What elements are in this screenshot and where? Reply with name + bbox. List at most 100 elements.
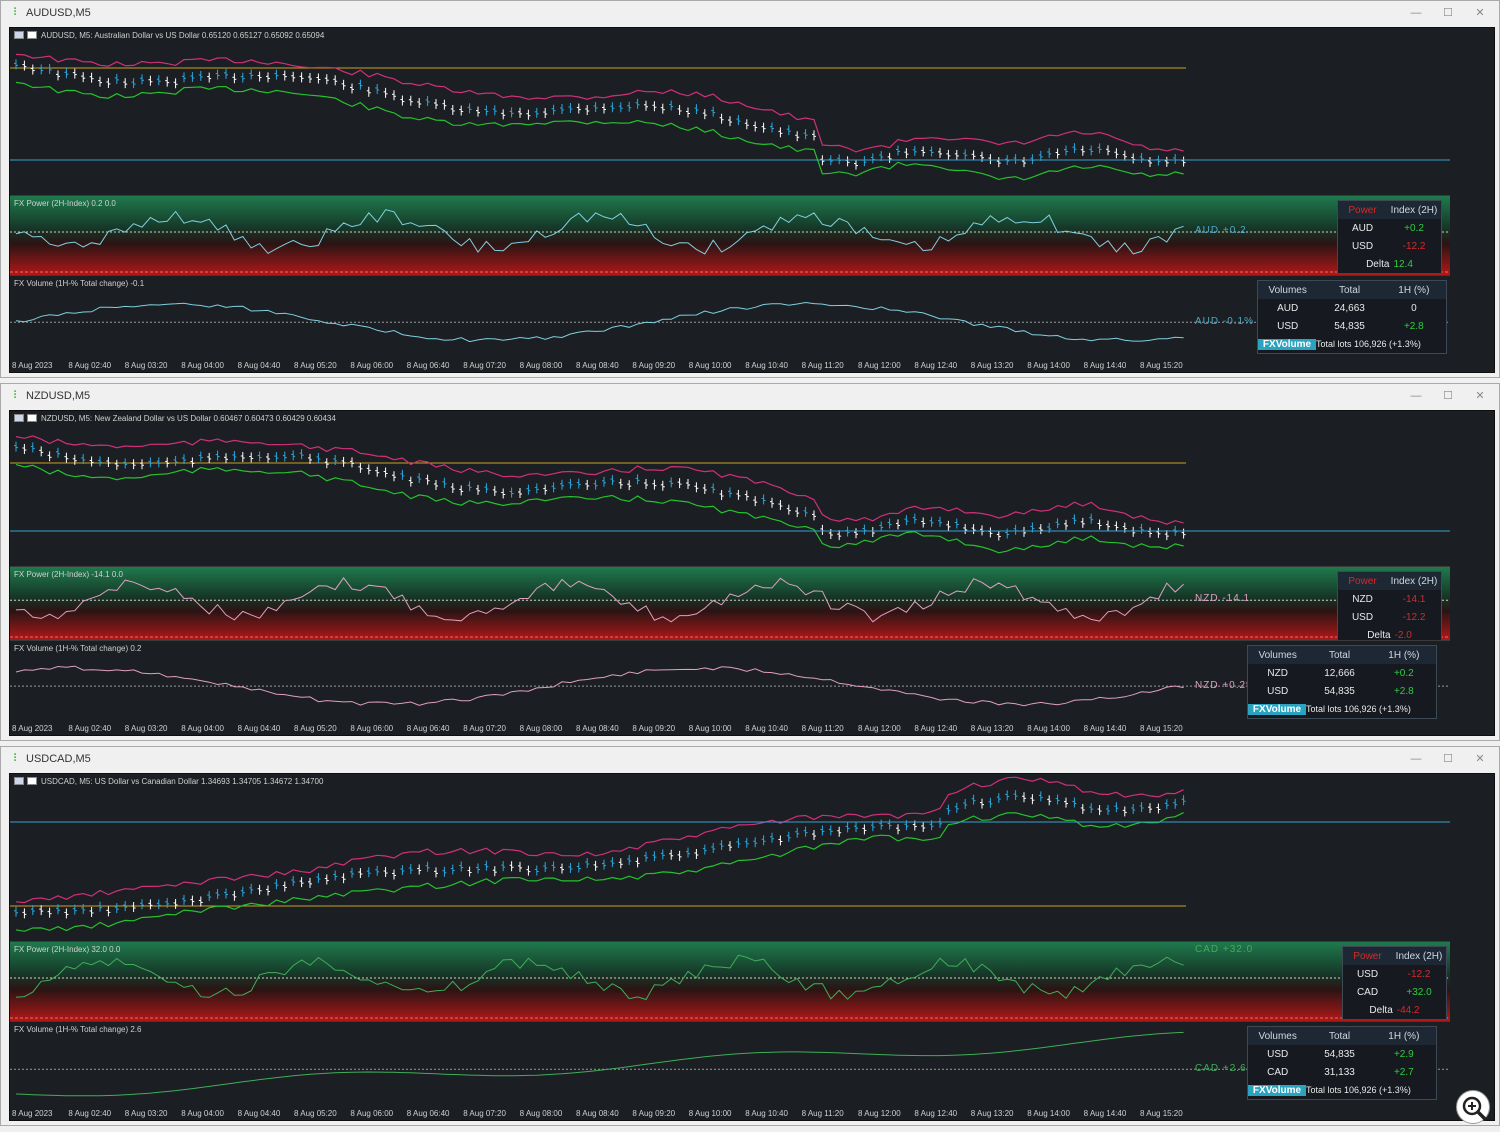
price-bar xyxy=(728,841,732,852)
price-bar xyxy=(64,452,69,463)
price-bar xyxy=(1038,150,1043,161)
price-bar xyxy=(14,59,18,70)
total-cell: 54,835 xyxy=(1324,1048,1355,1060)
currency-cell: USD xyxy=(1267,685,1289,697)
price-bar xyxy=(450,104,455,115)
volume-indicator-title: FX Volume (1H-% Total change) 2.6 xyxy=(14,1025,142,1034)
price-bar xyxy=(635,474,640,485)
support-line xyxy=(15,464,1184,554)
window-titlebar[interactable]: ⫶ NZDUSD,M5 — ☐ ✕ xyxy=(1,384,1499,408)
price-bar xyxy=(610,857,615,868)
price-bar xyxy=(1080,517,1085,528)
price-bar xyxy=(1156,527,1161,538)
price-bar xyxy=(358,79,363,90)
total-lots: Total lots 106,926 (+1.3%) xyxy=(1306,704,1411,714)
delta-label: Delta xyxy=(1366,258,1390,270)
chart-area[interactable]: AUDUSD, M5: Australian Dollar vs US Doll… xyxy=(9,27,1495,373)
chart-area[interactable]: NZDUSD, M5: New Zealand Dollar vs US Dol… xyxy=(9,410,1495,736)
chart-window-audusd: ⫶ AUDUSD,M5 — ☐ ✕ AUDUSD, M5: Australian Doll… xyxy=(0,0,1500,378)
time-axis-label: 8 Aug 05:20 xyxy=(294,1109,337,1118)
price-bar xyxy=(618,478,623,489)
price-bar xyxy=(618,102,623,113)
price-bar xyxy=(551,104,556,115)
price-bar xyxy=(47,63,52,74)
price-bar xyxy=(501,861,506,872)
price-bar xyxy=(543,484,548,495)
fx-volume-pane[interactable]: FX Volume (1H-% Total change) 0.2 NZD +0.… xyxy=(10,641,1450,735)
price-bar xyxy=(879,521,884,532)
maximize-button[interactable]: ☐ xyxy=(1443,753,1453,765)
time-axis-label: 8 Aug 13:20 xyxy=(970,1109,1014,1118)
price-bar xyxy=(744,837,749,848)
power-table-header: Power Index (2H) xyxy=(1338,201,1441,219)
time-axis-label: 8 Aug 07:20 xyxy=(463,1109,506,1118)
price-bar xyxy=(576,478,581,489)
maximize-button[interactable]: ☐ xyxy=(1443,7,1453,19)
price-bar xyxy=(459,485,464,496)
price-bar xyxy=(904,148,909,159)
price-bar xyxy=(509,487,514,498)
price-bar xyxy=(560,103,564,114)
price-bar xyxy=(610,475,615,486)
price-bar xyxy=(778,835,783,846)
minimize-button[interactable]: — xyxy=(1410,7,1422,19)
minimize-button[interactable]: — xyxy=(1410,390,1422,402)
currency-cell: USD xyxy=(1356,968,1379,980)
price-bar xyxy=(854,822,858,833)
power-value-label: NZD -14.1 xyxy=(1195,593,1251,605)
chart-type-icon[interactable] xyxy=(27,414,37,422)
price-bar xyxy=(996,793,1001,804)
price-bar xyxy=(492,485,497,496)
price-bar xyxy=(392,869,396,880)
price-bar xyxy=(1131,803,1136,814)
window-titlebar[interactable]: ⫶ USDCAD,M5 — ☐ ✕ xyxy=(1,747,1499,771)
window-titlebar[interactable]: ⫶ AUDUSD,M5 — ☐ ✕ xyxy=(1,1,1499,25)
chart-type-icon[interactable] xyxy=(27,31,37,39)
price-bar xyxy=(89,72,94,83)
time-axis-label: 8 Aug 07:20 xyxy=(463,361,506,370)
price-bar xyxy=(106,456,111,467)
minimize-button[interactable]: — xyxy=(1410,753,1422,765)
price-bar xyxy=(224,453,228,464)
chart-type-icon[interactable] xyxy=(27,777,37,785)
price-bar xyxy=(660,849,665,860)
price-bar xyxy=(828,528,833,539)
price-bar xyxy=(1139,523,1144,534)
price-bar xyxy=(694,482,699,493)
time-axis-label: 8 Aug 14:00 xyxy=(1027,724,1070,733)
price-bar xyxy=(803,826,808,837)
flag-icon xyxy=(14,777,24,785)
fx-volume-pane[interactable]: FX Volume (1H-% Total change) 2.6 CAD +2.… xyxy=(10,1022,1450,1120)
price-bar xyxy=(72,904,77,915)
maximize-button[interactable]: ☐ xyxy=(1443,390,1453,402)
price-bar xyxy=(1148,803,1152,814)
price-bar xyxy=(1114,802,1119,813)
price-pane[interactable]: AUDUSD, M5: Australian Dollar vs US Doll… xyxy=(10,28,1450,196)
price-bar xyxy=(375,466,380,477)
price-bar xyxy=(442,477,447,488)
price-bar xyxy=(568,862,573,873)
close-button[interactable]: ✕ xyxy=(1475,390,1485,402)
price-pane[interactable]: USDCAD, M5: US Dollar vs Canadian Dollar… xyxy=(10,774,1450,942)
price-bar xyxy=(845,156,850,167)
chart-window-nzdusd: ⫶ NZDUSD,M5 — ☐ ✕ NZDUSD, M5: New Zealand Dol… xyxy=(0,383,1500,741)
price-bar xyxy=(870,153,875,164)
chart-area[interactable]: USDCAD, M5: US Dollar vs Canadian Dollar… xyxy=(9,773,1495,1121)
time-axis-label: 8 Aug 05:20 xyxy=(294,724,337,733)
price-bar xyxy=(341,873,346,884)
price-bar xyxy=(618,858,623,869)
close-button[interactable]: ✕ xyxy=(1475,7,1485,19)
fx-volume-pane[interactable]: FX Volume (1H-% Total change) -0.1 AUD -0… xyxy=(10,276,1450,372)
close-button[interactable]: ✕ xyxy=(1475,753,1485,765)
magnifier-zoom-icon[interactable] xyxy=(1456,1090,1490,1124)
price-bar xyxy=(938,516,942,527)
price-bar xyxy=(249,883,254,894)
price-bar xyxy=(484,483,489,494)
price-bar xyxy=(1097,519,1102,530)
currency-cell: USD xyxy=(1351,611,1374,623)
chart-window-icon: ⫶ xyxy=(13,753,17,764)
price-pane[interactable]: NZDUSD, M5: New Zealand Dollar vs US Dol… xyxy=(10,411,1450,567)
